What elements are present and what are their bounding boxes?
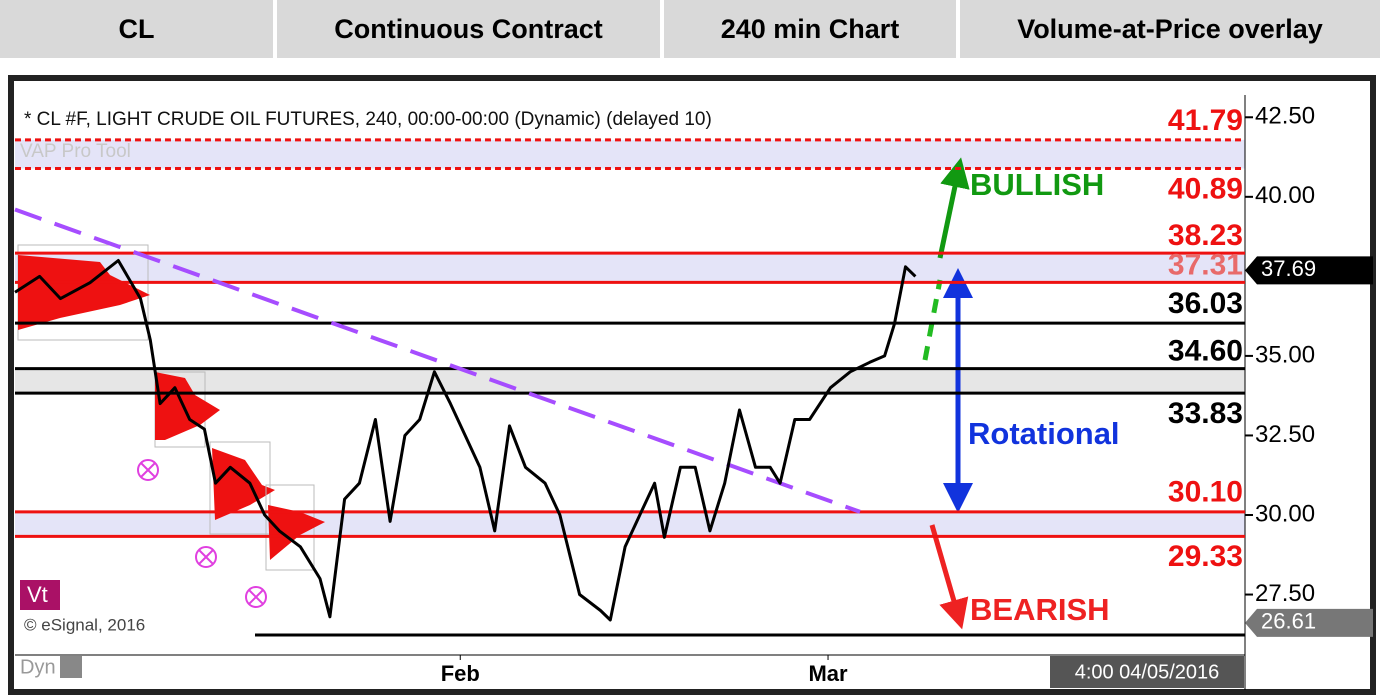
y-tick-label: 40.00 <box>1255 182 1315 209</box>
level-band <box>15 253 1245 283</box>
level-label: 29.33 <box>1168 540 1243 573</box>
price-line <box>14 259 917 622</box>
level-label: 33.83 <box>1168 397 1243 430</box>
y-tick-label: 35.00 <box>1255 341 1315 368</box>
level-label: 41.79 <box>1168 104 1243 137</box>
y-tick-label: 27.50 <box>1255 580 1315 607</box>
header-cell: Volume-at-Price overlay <box>960 0 1380 58</box>
last-price: 37.69 <box>1261 256 1316 281</box>
bearish-label: BEARISH <box>970 592 1110 627</box>
y-tick-label: 30.00 <box>1255 500 1315 527</box>
chart-title: * CL #F, LIGHT CRUDE OIL FUTURES, 240, 0… <box>24 109 712 130</box>
trendline <box>14 207 861 514</box>
lock-icon[interactable] <box>60 656 82 678</box>
y-tick-label: 42.50 <box>1255 103 1315 130</box>
x-axis-strip <box>15 655 1245 689</box>
badge-text: Vt <box>27 582 48 607</box>
level-label: 36.03 <box>1168 287 1243 320</box>
level-band <box>15 139 1245 169</box>
level-label: 37.31 <box>1168 248 1243 281</box>
level-label: 40.89 <box>1168 172 1243 205</box>
level-label: 30.10 <box>1168 476 1243 509</box>
badge <box>20 580 60 610</box>
mode-label: Dyn <box>20 656 56 678</box>
low-price: 26.61 <box>1261 609 1316 634</box>
x-tick-label: Mar <box>808 661 848 686</box>
copyright: © eSignal, 2016 <box>24 615 145 634</box>
scenario-arrows <box>922 157 973 630</box>
timestamp-box <box>1050 656 1244 688</box>
level-band <box>15 368 1245 394</box>
header-cell: 240 min Chart <box>664 0 956 58</box>
bullish-label: BULLISH <box>970 167 1104 202</box>
tool-label: VAP Pro Tool <box>20 141 131 162</box>
rotational-label: Rotational <box>968 416 1120 451</box>
timestamp: 4:00 04/05/2016 <box>1075 661 1220 683</box>
header-cell: Continuous Contract <box>277 0 660 58</box>
header-cell: CL <box>0 0 273 58</box>
y-tick-label: 32.50 <box>1255 421 1315 448</box>
level-label: 34.60 <box>1168 335 1243 368</box>
x-tick-label: Feb <box>441 661 480 686</box>
low-price-box <box>1245 608 1373 637</box>
vap-profiles <box>17 244 325 608</box>
last-price-box <box>1245 256 1373 285</box>
level-label: 38.23 <box>1168 219 1243 252</box>
